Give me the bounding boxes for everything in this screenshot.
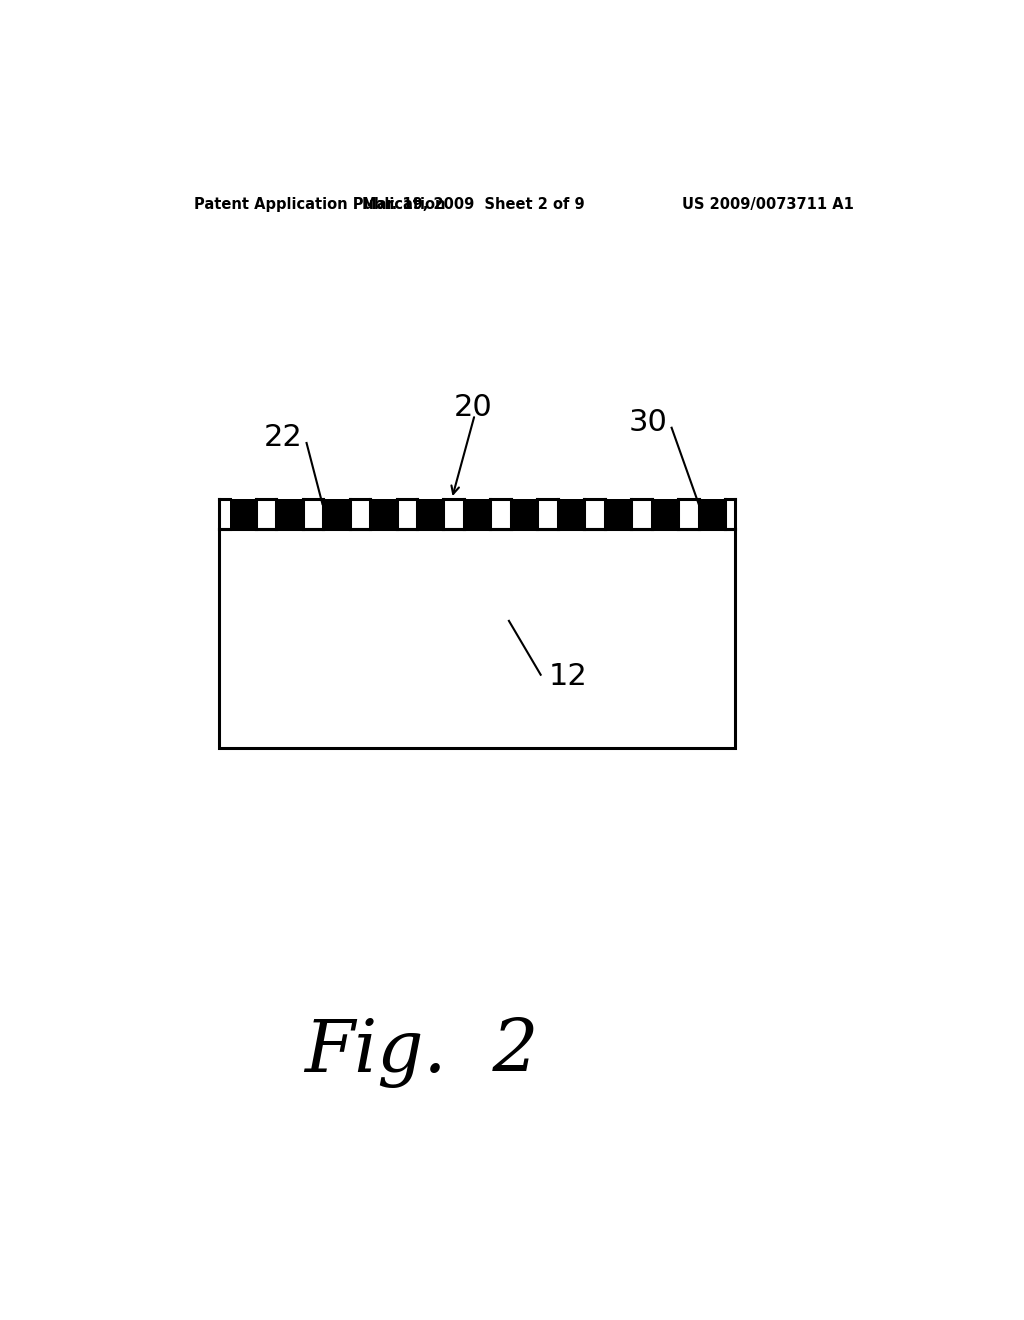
- Bar: [511, 499, 538, 529]
- Bar: [558, 499, 584, 529]
- Bar: [219, 529, 735, 748]
- Bar: [371, 499, 396, 529]
- Text: Mar. 19, 2009  Sheet 2 of 9: Mar. 19, 2009 Sheet 2 of 9: [361, 197, 585, 211]
- Text: 22: 22: [263, 424, 302, 453]
- Bar: [229, 499, 256, 529]
- Text: Fig.  2: Fig. 2: [304, 1018, 539, 1088]
- Text: 30: 30: [629, 408, 668, 437]
- Text: 12: 12: [549, 663, 588, 692]
- Bar: [605, 499, 631, 529]
- Bar: [324, 499, 349, 529]
- Bar: [417, 499, 443, 529]
- Bar: [698, 499, 725, 529]
- Text: 20: 20: [454, 393, 493, 422]
- Text: US 2009/0073711 A1: US 2009/0073711 A1: [682, 197, 854, 211]
- Bar: [464, 499, 490, 529]
- Bar: [651, 499, 678, 529]
- Bar: [276, 499, 303, 529]
- Text: Patent Application Publication: Patent Application Publication: [194, 197, 445, 211]
